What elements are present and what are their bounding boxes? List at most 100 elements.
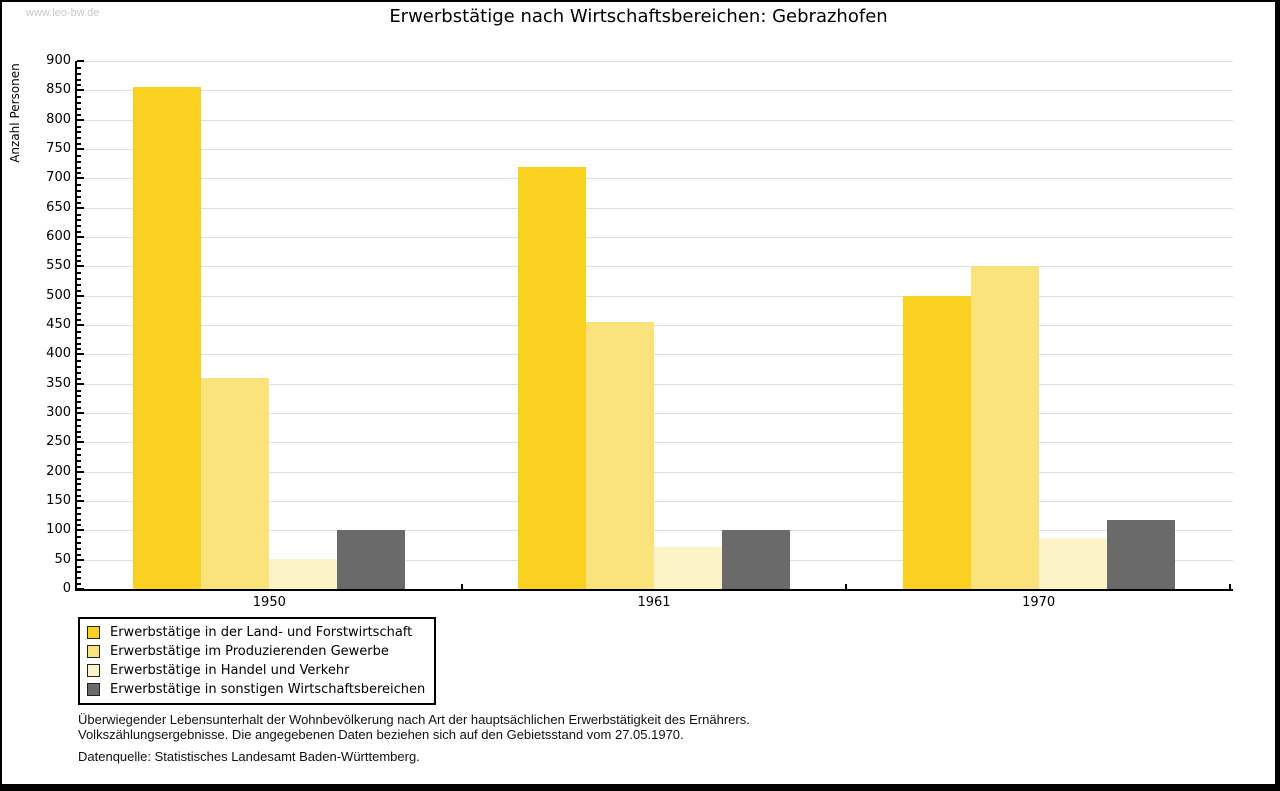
legend-box: Erwerbstätige in der Land- und Forstwirt… — [78, 617, 437, 705]
y-major-tick — [77, 119, 84, 121]
y-minor-tick — [77, 307, 81, 309]
y-major-tick — [77, 471, 84, 473]
y-minor-tick — [77, 225, 81, 227]
y-tick-label: 600 — [46, 229, 71, 244]
y-major-tick — [77, 412, 84, 414]
y-minor-tick — [77, 108, 81, 110]
watermark: www.leo-bw.de — [26, 7, 100, 19]
y-tick-label: 850 — [46, 82, 71, 98]
y-minor-tick — [77, 495, 81, 497]
y-major-tick — [77, 60, 84, 62]
y-minor-tick — [77, 390, 81, 392]
x-end-tick — [1229, 584, 1231, 589]
y-minor-tick — [77, 489, 81, 491]
y-tick-label: 900 — [46, 53, 71, 68]
y-minor-tick — [77, 548, 81, 550]
bar-1950-Erwerbstätige in sonstigen Wirtschaftsbereichen — [337, 530, 406, 589]
y-axis-tick-labels: 0 50 100 150 200 250 300 350 400 450 500 550 600 650 7… — [2, 53, 71, 596]
bar-1950-Erwerbstätige im Produzierenden Gewerbe — [201, 377, 270, 589]
y-minor-tick — [77, 96, 81, 98]
y-minor-tick — [77, 483, 81, 485]
gridline — [77, 296, 1233, 297]
x-category-label: 1961 — [637, 595, 671, 610]
y-minor-tick — [77, 454, 81, 456]
footer-line-2: Volkszählungsergebnisse. Die angegebenen… — [78, 726, 684, 742]
bar-1970-Erwerbstätige in der Land- und Forstwirtschaft — [902, 295, 971, 589]
y-minor-tick — [77, 219, 81, 221]
legend-swatch — [87, 645, 100, 658]
y-major-tick — [77, 236, 84, 238]
y-major-tick — [77, 529, 84, 531]
y-minor-tick — [77, 114, 81, 116]
y-tick-label: 100 — [46, 522, 71, 538]
legend-swatch — [87, 683, 100, 696]
bar-1961-Erwerbstätige in der Land- und Forstwirtschaft — [517, 167, 586, 589]
y-minor-tick — [77, 478, 81, 480]
y-minor-tick — [77, 131, 81, 133]
y-tick-label: 300 — [46, 405, 71, 420]
y-minor-tick — [77, 378, 81, 380]
y-minor-tick — [77, 360, 81, 362]
y-minor-tick — [77, 524, 81, 526]
y-minor-tick — [77, 460, 81, 462]
y-tick-label: 550 — [46, 258, 71, 274]
y-minor-tick — [77, 102, 81, 104]
legend-swatch — [87, 664, 100, 677]
y-minor-tick — [77, 425, 81, 427]
gridline — [77, 501, 1233, 502]
y-minor-tick — [77, 407, 81, 409]
gridline — [77, 266, 1233, 267]
gridline — [77, 178, 1233, 179]
y-minor-tick — [77, 196, 81, 198]
y-minor-tick — [77, 507, 81, 509]
y-tick-label: 400 — [46, 346, 71, 362]
bar-group-1961 — [462, 61, 847, 589]
legend-row: Erwerbstätige in Handel und Verkehr — [87, 661, 425, 680]
y-minor-tick — [77, 583, 81, 585]
bar-1970-Erwerbstätige in Handel und Verkehr — [1038, 537, 1107, 589]
y-major-tick — [77, 559, 84, 561]
y-minor-tick — [77, 577, 81, 579]
bar-1961-Erwerbstätige im Produzierenden Gewerbe — [585, 322, 654, 589]
y-minor-tick — [77, 79, 81, 81]
y-tick-label: 350 — [46, 375, 71, 391]
legend-swatch — [87, 626, 100, 639]
y-tick-label: 700 — [46, 170, 71, 186]
y-minor-tick — [77, 290, 81, 292]
gridline — [77, 325, 1233, 326]
y-minor-tick — [77, 519, 81, 521]
y-minor-tick — [77, 278, 81, 280]
gridline — [77, 472, 1233, 473]
bar-1970-Erwerbstätige im Produzierenden Gewerbe — [970, 266, 1039, 589]
footer-line-1: Überwiegender Lebensunterhalt der Wohnbe… — [78, 712, 750, 727]
y-minor-tick — [77, 542, 81, 544]
y-tick-label: 200 — [46, 463, 71, 479]
y-tick-label: 0 — [62, 581, 71, 596]
x-category-label: 1950 — [252, 595, 286, 610]
y-minor-tick — [77, 401, 81, 403]
y-minor-tick — [77, 566, 81, 568]
y-minor-tick — [77, 167, 81, 169]
legend-label: Erwerbstätige im Produzierenden Gewerbe — [110, 644, 389, 659]
y-minor-tick — [77, 214, 81, 216]
y-minor-tick — [77, 126, 81, 128]
y-minor-tick — [77, 231, 81, 233]
y-minor-tick — [77, 249, 81, 251]
legend-label: Erwerbstätige in der Land- und Forstwirt… — [110, 625, 413, 640]
y-minor-tick — [77, 436, 81, 438]
footer: Überwiegender Lebensunterhalt der Wohnbe… — [78, 712, 750, 765]
legend-label: Erwerbstätige in sonstigen Wirtschaftsbe… — [110, 682, 426, 697]
x-boundary-tick — [461, 584, 463, 589]
legend-row: Erwerbstätige in der Land- und Forstwirt… — [87, 623, 425, 642]
y-minor-tick — [77, 155, 81, 157]
bar-group-1950 — [77, 61, 462, 589]
y-major-tick — [77, 89, 84, 91]
y-minor-tick — [77, 366, 81, 368]
y-tick-label: 50 — [54, 551, 71, 567]
gridline — [77, 149, 1233, 150]
gridline — [77, 208, 1233, 209]
y-major-tick — [77, 588, 84, 590]
y-minor-tick — [77, 184, 81, 186]
y-minor-tick — [77, 190, 81, 192]
gridline — [77, 354, 1233, 355]
